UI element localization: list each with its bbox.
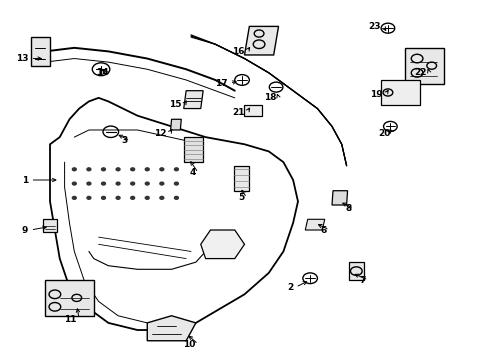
Circle shape: [145, 168, 149, 171]
Text: 22: 22: [413, 68, 426, 77]
Text: 4: 4: [189, 168, 196, 177]
Text: 6: 6: [320, 225, 326, 234]
Text: 2: 2: [286, 283, 292, 292]
Circle shape: [87, 168, 91, 171]
Circle shape: [174, 182, 178, 185]
Text: 13: 13: [16, 54, 28, 63]
Circle shape: [160, 197, 163, 199]
Circle shape: [174, 197, 178, 199]
Polygon shape: [331, 191, 347, 205]
Circle shape: [87, 197, 91, 199]
Text: 21: 21: [231, 108, 244, 117]
Circle shape: [116, 168, 120, 171]
Text: 19: 19: [370, 90, 382, 99]
Text: 23: 23: [367, 22, 380, 31]
Text: 5: 5: [238, 193, 244, 202]
Text: 12: 12: [154, 129, 166, 138]
Circle shape: [130, 168, 134, 171]
Circle shape: [160, 182, 163, 185]
Text: 3: 3: [122, 136, 127, 145]
Circle shape: [102, 168, 105, 171]
Polygon shape: [233, 166, 249, 191]
Circle shape: [145, 197, 149, 199]
Text: 18: 18: [263, 93, 276, 102]
Polygon shape: [30, 37, 50, 66]
Circle shape: [174, 168, 178, 171]
Text: 9: 9: [21, 225, 28, 234]
Polygon shape: [170, 119, 181, 130]
Polygon shape: [42, 219, 57, 232]
Polygon shape: [404, 48, 443, 84]
Text: 16: 16: [231, 47, 244, 56]
Polygon shape: [348, 262, 363, 280]
Polygon shape: [305, 219, 324, 230]
Circle shape: [102, 182, 105, 185]
Text: 7: 7: [359, 275, 366, 284]
Polygon shape: [147, 316, 196, 341]
Circle shape: [116, 197, 120, 199]
Text: 17: 17: [214, 79, 227, 88]
Circle shape: [72, 168, 76, 171]
Polygon shape: [201, 230, 244, 258]
Circle shape: [130, 197, 134, 199]
Polygon shape: [183, 137, 203, 162]
Circle shape: [87, 182, 91, 185]
Polygon shape: [50, 98, 297, 330]
Circle shape: [116, 182, 120, 185]
Polygon shape: [244, 105, 261, 116]
Circle shape: [145, 182, 149, 185]
Text: 8: 8: [345, 204, 351, 213]
Polygon shape: [244, 26, 278, 55]
Text: 10: 10: [183, 340, 196, 349]
Text: 20: 20: [377, 129, 389, 138]
Circle shape: [102, 197, 105, 199]
Text: 1: 1: [22, 176, 28, 185]
Polygon shape: [45, 280, 94, 316]
Circle shape: [130, 182, 134, 185]
Circle shape: [72, 182, 76, 185]
Circle shape: [72, 197, 76, 199]
Text: 15: 15: [168, 100, 181, 109]
Circle shape: [160, 168, 163, 171]
Text: 11: 11: [64, 315, 77, 324]
Polygon shape: [380, 80, 419, 105]
Text: 14: 14: [96, 68, 108, 77]
Polygon shape: [183, 91, 203, 109]
